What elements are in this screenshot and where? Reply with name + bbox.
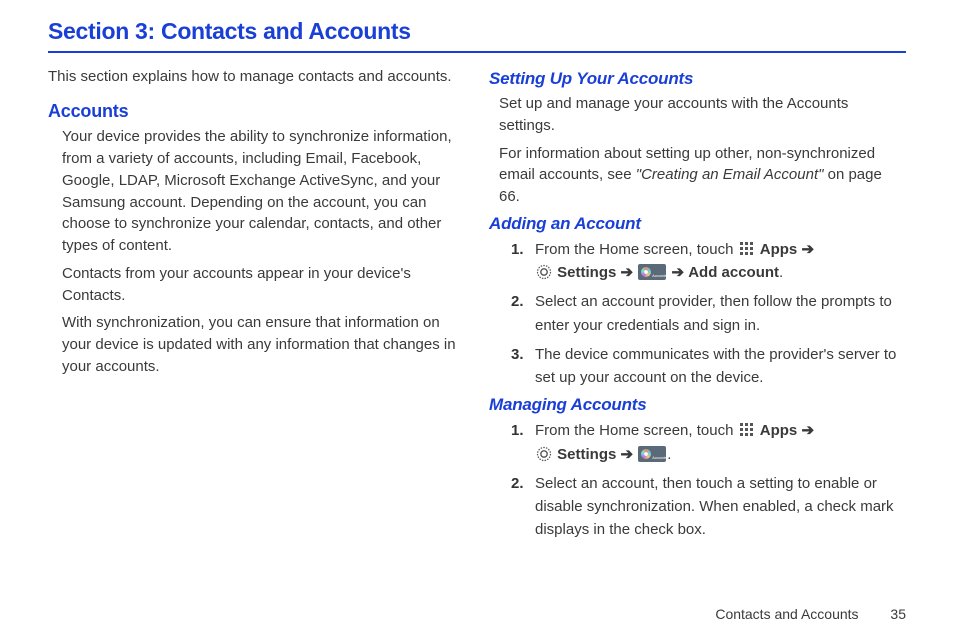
footer-page-number: 35: [890, 606, 906, 622]
footer-label: Contacts and Accounts: [715, 606, 858, 622]
step-number: 3.: [511, 343, 524, 366]
manage-step-2: 2. Select an account, then touch a setti…: [511, 472, 906, 542]
managing-heading: Managing Accounts: [489, 395, 906, 415]
accounts-heading: Accounts: [48, 101, 465, 122]
arrow-2: ➔: [621, 446, 634, 463]
apps-icon: [739, 241, 755, 257]
adding-steps: 1. From the Home screen, touch Apps ➔ Se…: [489, 238, 906, 390]
setup-para-2: For information about setting up other, …: [489, 143, 906, 208]
setup-p2-ref: "Creating an Email Account": [636, 166, 824, 183]
arrow-3: ➔: [671, 264, 684, 281]
step-number: 2.: [511, 290, 524, 313]
step-number: 2.: [511, 472, 524, 495]
settings-icon: [536, 264, 552, 280]
add-s1-text: From the Home screen, touch: [535, 241, 738, 258]
add-s2-text: Select an account provider, then follow …: [535, 293, 892, 333]
settings-label: Settings: [557, 446, 616, 463]
setup-para-1: Set up and manage your accounts with the…: [489, 93, 906, 137]
page-footer: Contacts and Accounts 35: [715, 606, 906, 622]
managing-steps: 1. From the Home screen, touch Apps ➔ Se…: [489, 419, 906, 541]
add-account-label: Add account: [688, 264, 779, 281]
add-step-3: 3. The device communicates with the prov…: [511, 343, 906, 390]
settings-label: Settings: [557, 264, 616, 281]
period: .: [667, 446, 671, 463]
arrow: ➔: [801, 241, 814, 258]
manage-s2-text: Select an account, then touch a setting …: [535, 475, 894, 539]
manage-step-1: 1. From the Home screen, touch Apps ➔ Se…: [511, 419, 906, 466]
accounts-para-1: Your device provides the ability to sync…: [48, 126, 465, 257]
left-column: This section explains how to manage cont…: [48, 67, 465, 548]
step-number: 1.: [511, 419, 524, 442]
add-step-2: 2. Select an account provider, then foll…: [511, 290, 906, 337]
apps-label: Apps: [760, 422, 798, 439]
apps-icon: [739, 422, 755, 438]
right-column: Setting Up Your Accounts Set up and mana…: [489, 67, 906, 548]
accounts-para-2: Contacts from your accounts appear in yo…: [48, 263, 465, 307]
intro-text: This section explains how to manage cont…: [48, 67, 465, 87]
add-s3-text: The device communicates with the provide…: [535, 346, 896, 386]
section-title: Section 3: Contacts and Accounts: [48, 18, 906, 53]
apps-label: Apps: [760, 241, 798, 258]
content-columns: This section explains how to manage cont…: [48, 67, 906, 548]
accounts-para-3: With synchronization, you can ensure tha…: [48, 312, 465, 377]
adding-heading: Adding an Account: [489, 214, 906, 234]
arrow-2: ➔: [621, 264, 634, 281]
accounts-tab-icon: [638, 264, 666, 280]
arrow: ➔: [801, 422, 814, 439]
step-number: 1.: [511, 238, 524, 261]
manage-s1-text: From the Home screen, touch: [535, 422, 738, 439]
settings-icon: [536, 446, 552, 462]
accounts-tab-icon: [638, 446, 666, 462]
add-step-1: 1. From the Home screen, touch Apps ➔ Se…: [511, 238, 906, 285]
setup-heading: Setting Up Your Accounts: [489, 69, 906, 89]
period: .: [779, 264, 783, 281]
